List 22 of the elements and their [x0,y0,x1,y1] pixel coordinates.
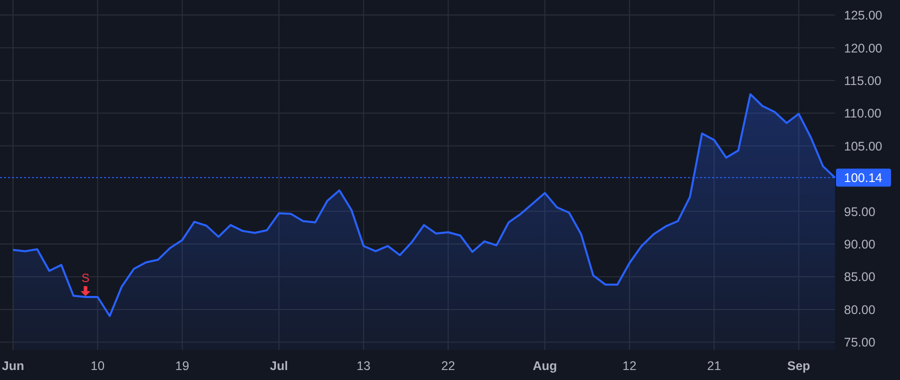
x-tick-label: Jul [270,359,288,373]
y-tick-label: 80.00 [844,302,876,317]
ref-line-label: 100.14 [844,171,882,186]
y-tick-label: 115.00 [844,74,882,88]
y-tick-label: 105.00 [844,139,882,154]
series-label: S [82,271,90,286]
y-tick-label: 125.00 [844,8,882,23]
x-tick-label: Aug [532,359,558,373]
x-tick-label: Jun [2,359,24,373]
x-tick-label: 21 [707,359,722,373]
y-tick-label: 110.00 [844,106,882,121]
x-tick-label: Sep [787,359,811,373]
x-tick-label: 10 [90,359,105,373]
x-tick-label: 19 [175,359,190,373]
y-tick-label: 85.00 [844,270,876,284]
y-tick-label: 90.00 [844,238,876,252]
y-tick-label: 95.00 [844,204,876,219]
y-tick-label: 75.00 [844,336,876,350]
x-tick-label: 22 [441,359,456,373]
y-tick-label: 120.00 [844,41,882,56]
x-tick-label: 12 [622,359,636,373]
x-tick-label: 13 [356,359,371,373]
